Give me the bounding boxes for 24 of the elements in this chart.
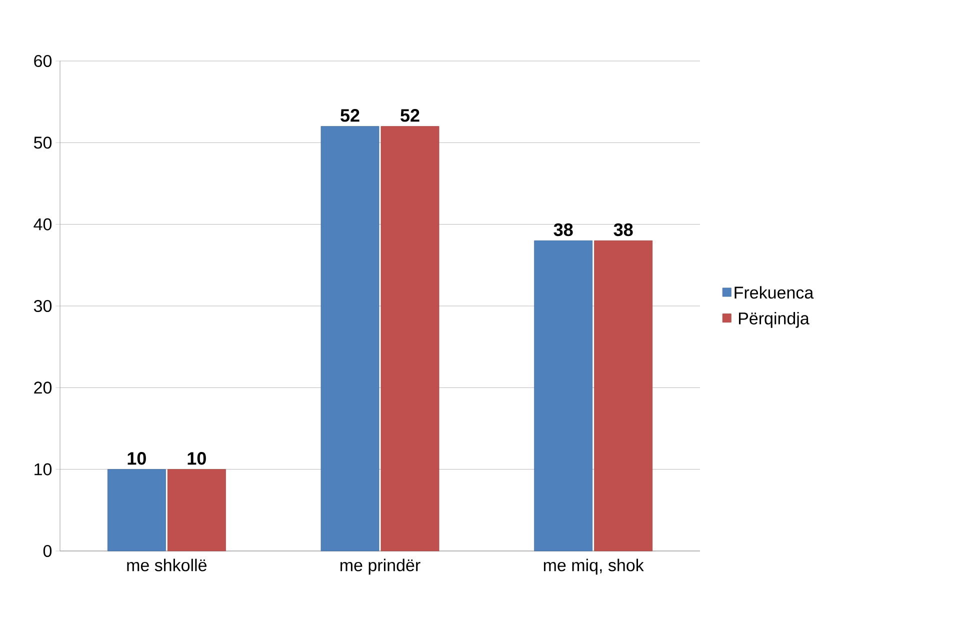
data-label: 38	[554, 223, 573, 236]
data-label: 38	[614, 223, 633, 236]
y-tick-label: 40	[34, 218, 52, 230]
legend-label: Përqindja	[738, 312, 810, 328]
bar	[534, 240, 593, 552]
data-label: 10	[188, 452, 206, 465]
bar	[107, 469, 166, 552]
y-tick-label: 60	[34, 54, 52, 68]
data-label: 52	[400, 109, 420, 122]
bar	[594, 240, 653, 552]
y-tick-label: 50	[34, 136, 52, 149]
bar	[380, 126, 440, 552]
bar	[320, 126, 380, 552]
data-label: 52	[340, 109, 360, 122]
data-label: 10	[128, 452, 146, 465]
x-tick-label: me miq, shok	[544, 558, 644, 575]
x-tick-label: me prindër	[340, 558, 420, 575]
y-tick-label: 20	[34, 382, 52, 394]
y-tick-label: 10	[34, 463, 52, 476]
y-tick-label: 0	[43, 544, 52, 558]
bar	[167, 469, 226, 552]
y-tick-label: 30	[34, 300, 52, 312]
x-tick-label: me shkollë	[127, 558, 207, 572]
legend-label: Frekuenca	[734, 286, 814, 299]
